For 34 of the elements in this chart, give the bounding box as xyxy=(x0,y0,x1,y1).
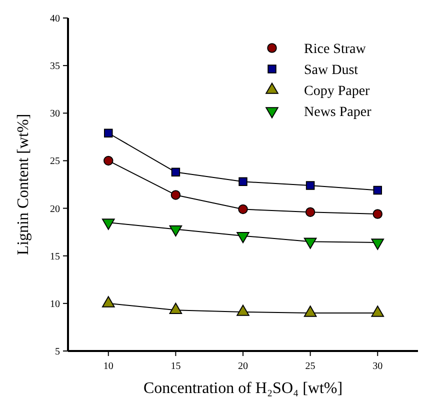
point xyxy=(236,304,250,316)
x-tick-label: 10 xyxy=(103,361,114,372)
y-tick-label: 10 xyxy=(50,298,60,310)
point xyxy=(304,306,317,317)
point xyxy=(238,177,248,186)
x-tick-label: 30 xyxy=(372,361,383,372)
y-axis-title: Lignin Content [wt%] xyxy=(15,114,32,256)
x-tick-label: 15 xyxy=(170,361,181,372)
legend-label: Rice Straw xyxy=(304,42,367,57)
point xyxy=(102,296,115,308)
y-tick-label: 40 xyxy=(50,14,60,24)
point xyxy=(170,190,181,200)
point xyxy=(238,204,248,214)
point xyxy=(372,209,382,219)
y-tick-label: 25 xyxy=(50,156,60,168)
point xyxy=(104,128,113,138)
y-tick-label: 30 xyxy=(50,108,60,120)
x-axis-title: Concentration of H₂SO₄ [wt%] xyxy=(143,380,343,397)
point xyxy=(104,156,114,166)
legend-label: News Paper xyxy=(304,104,372,120)
legend-label: Saw Dust xyxy=(304,62,358,78)
point xyxy=(371,306,384,317)
y-tick-label: 35 xyxy=(50,61,60,72)
point xyxy=(171,168,180,177)
y-tick-label: 20 xyxy=(50,204,60,215)
y-tick-label: 15 xyxy=(50,251,60,262)
point xyxy=(169,302,182,314)
point xyxy=(305,207,316,217)
point xyxy=(373,186,382,195)
legend-label: Copy Paper xyxy=(304,84,370,99)
point xyxy=(306,181,315,190)
x-tick-label: 25 xyxy=(305,361,316,372)
x-tick-label: 20 xyxy=(238,361,248,372)
y-tick-label: 5 xyxy=(55,346,60,358)
